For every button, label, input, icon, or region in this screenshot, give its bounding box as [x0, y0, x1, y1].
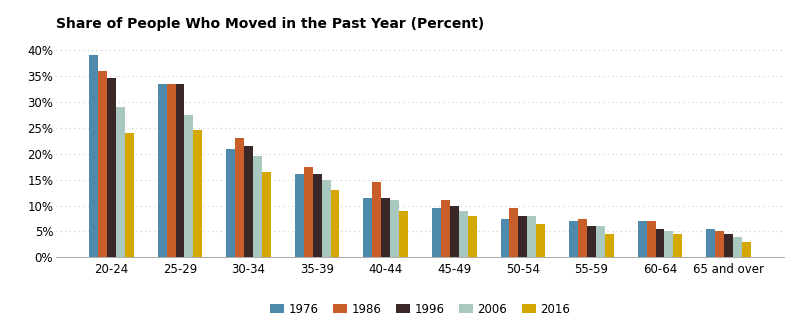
Bar — [313, 175, 322, 257]
Bar — [596, 226, 605, 257]
Bar — [706, 229, 715, 257]
Bar — [382, 198, 390, 257]
Bar — [390, 200, 399, 257]
Bar — [715, 231, 724, 257]
Bar — [501, 218, 510, 257]
Bar — [724, 234, 733, 257]
Bar — [330, 190, 339, 257]
Bar — [468, 216, 477, 257]
Bar — [363, 198, 372, 257]
Bar — [518, 216, 527, 257]
Bar — [304, 167, 313, 257]
Bar — [226, 148, 235, 257]
Bar — [116, 107, 125, 257]
Bar — [587, 226, 596, 257]
Bar — [235, 138, 244, 257]
Bar — [107, 79, 116, 257]
Bar — [733, 237, 742, 257]
Text: Share of People Who Moved in the Past Year (Percent): Share of People Who Moved in the Past Ye… — [56, 17, 484, 31]
Bar — [569, 221, 578, 257]
Bar — [185, 115, 194, 257]
Bar — [536, 224, 545, 257]
Bar — [432, 208, 441, 257]
Bar — [194, 130, 202, 257]
Bar — [98, 71, 107, 257]
Bar — [674, 234, 682, 257]
Bar — [158, 84, 166, 257]
Bar — [441, 200, 450, 257]
Bar — [458, 211, 468, 257]
Bar — [253, 156, 262, 257]
Bar — [638, 221, 646, 257]
Bar — [527, 216, 536, 257]
Legend: 1976, 1986, 1996, 2006, 2016: 1976, 1986, 1996, 2006, 2016 — [270, 303, 570, 315]
Bar — [244, 146, 253, 257]
Bar — [322, 180, 330, 257]
Bar — [646, 221, 655, 257]
Bar — [665, 231, 674, 257]
Bar — [125, 133, 134, 257]
Bar — [510, 208, 518, 257]
Bar — [742, 242, 751, 257]
Bar — [605, 234, 614, 257]
Bar — [450, 206, 458, 257]
Bar — [175, 84, 185, 257]
Bar — [166, 84, 175, 257]
Bar — [295, 175, 304, 257]
Bar — [262, 172, 271, 257]
Bar — [655, 229, 665, 257]
Bar — [89, 55, 98, 257]
Bar — [399, 211, 408, 257]
Bar — [578, 218, 587, 257]
Bar — [372, 182, 382, 257]
